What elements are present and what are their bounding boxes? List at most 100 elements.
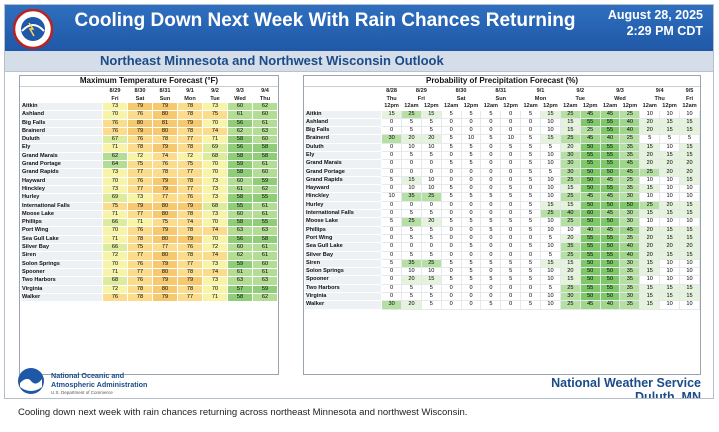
pop-value-cell: 50: [580, 143, 600, 151]
temp-value-cell: 70: [203, 169, 228, 177]
temp-value-cell: 58: [228, 293, 253, 301]
location-name: Duluth: [21, 136, 103, 144]
temp-value-cell: 61: [253, 202, 278, 210]
pop-value-cell: 20: [660, 168, 680, 176]
pop-period-cell: 12am: [560, 103, 580, 111]
pop-value-cell: 5: [421, 226, 441, 234]
location-name: Moose Lake: [305, 218, 382, 226]
location-name: Ely: [21, 144, 103, 152]
pop-value-cell: 0: [501, 118, 521, 126]
max-temp-table: 8/29 8/30 8/31 9/1 9/2 9/3 9/4 Fri Sat Sun Mon Tue W…: [20, 87, 278, 302]
page-title: Cooling Down Next Week With Rain Chances…: [65, 9, 585, 33]
temp-value-cell: 75: [203, 111, 228, 119]
pop-value-cell: 45: [580, 135, 600, 143]
temp-value-cell: 78: [178, 144, 203, 152]
table-row: Ely 0 5 5 0 5 0 0 5 10 30 55 55 35 20 15 15: [305, 151, 700, 159]
table-row: Walker 76 78 79 77 71 58 62: [21, 293, 278, 301]
pop-value-cell: 5: [481, 135, 501, 143]
temp-value-cell: 61: [253, 119, 278, 127]
temp-value-cell: 58: [253, 235, 278, 243]
pop-value-cell: 10: [660, 276, 680, 284]
pop-value-cell: 15: [640, 185, 660, 193]
temp-day-header: Fri Sat Sun Mon Tue Wed Thu: [21, 95, 278, 103]
temp-value-cell: 74: [153, 152, 178, 160]
table-row: Grand Marais 62 72 74 72 68 58 58: [21, 152, 278, 160]
pop-value-cell: 0: [461, 293, 481, 301]
pop-value-cell: 0: [441, 268, 461, 276]
location-name: Ashland: [21, 111, 103, 119]
pop-value-cell: 35: [620, 151, 640, 159]
pop-value-cell: 0: [521, 251, 541, 259]
temp-value-cell: 79: [178, 277, 203, 285]
temp-value-cell: 78: [178, 103, 203, 111]
location-name: Grand Marais: [21, 152, 103, 160]
temp-value-cell: 60: [228, 210, 253, 218]
pop-value-cell: 5: [501, 276, 521, 284]
pop-value-cell: 10: [541, 151, 561, 159]
pop-value-cell: 20: [640, 127, 660, 135]
table-row: Brainerd 76 79 80 78 74 62 63: [21, 127, 278, 135]
pop-value-cell: 5: [481, 276, 501, 284]
pop-date-header-cell: 9/5: [680, 88, 700, 96]
temp-day-header-cell: Sun: [153, 95, 178, 103]
pop-value-cell: 55: [580, 151, 600, 159]
pop-value-cell: 25: [620, 135, 640, 143]
temp-value-cell: 72: [103, 252, 128, 260]
temp-value-cell: 80: [153, 268, 178, 276]
location-name: Ashland: [305, 118, 382, 126]
pop-value-cell: 5: [481, 110, 501, 118]
table-row: Moose Lake 71 77 80 78 73 60 61: [21, 210, 278, 218]
pop-value-cell: 30: [620, 210, 640, 218]
pop-value-cell: 5: [441, 185, 461, 193]
temp-date-header-cell: 9/1: [178, 88, 203, 96]
temp-value-cell: 62: [253, 103, 278, 111]
pop-value-cell: 0: [441, 210, 461, 218]
temp-value-cell: 75: [103, 202, 128, 210]
temp-value-cell: 73: [203, 260, 228, 268]
pop-value-cell: 10: [541, 301, 561, 309]
table-row: Phillips 0 5 5 0 0 5 0 5 10 10 40 45 45 20 15 15: [305, 226, 700, 234]
pop-value-cell: 50: [600, 243, 620, 251]
pop-value-cell: 15: [680, 210, 700, 218]
pop-value-cell: 10: [541, 160, 561, 168]
pop-value-cell: 15: [680, 143, 700, 151]
temp-value-cell: 79: [153, 144, 178, 152]
pop-value-cell: 35: [620, 234, 640, 242]
temp-value-cell: 62: [253, 185, 278, 193]
temp-value-cell: 80: [153, 127, 178, 135]
table-row: Solon Springs 0 10 10 0 5 0 5 5 10 20 50 50 35 15 10 10: [305, 268, 700, 276]
temp-value-cell: 80: [153, 202, 178, 210]
pop-value-cell: 15: [560, 201, 580, 209]
pop-value-cell: 5: [521, 160, 541, 168]
pop-value-cell: 5: [521, 276, 541, 284]
pop-value-cell: 10: [660, 110, 680, 118]
pop-value-cell: 0: [441, 201, 461, 209]
pop-value-cell: 0: [501, 201, 521, 209]
pop-value-cell: 20: [660, 160, 680, 168]
temp-value-cell: 56: [228, 119, 253, 127]
pop-value-cell: 25: [560, 135, 580, 143]
temp-value-cell: 76: [178, 194, 203, 202]
temp-value-cell: 73: [203, 185, 228, 193]
pop-value-cell: 45: [580, 110, 600, 118]
pop-value-cell: 0: [382, 293, 402, 301]
pop-value-cell: 55: [580, 284, 600, 292]
pop-value-cell: 15: [421, 276, 441, 284]
pop-value-cell: 25: [620, 110, 640, 118]
table-row: Hinckley 10 35 25 5 5 5 5 5 10 25 45 45 30 10 10 10: [305, 193, 700, 201]
temp-value-cell: 70: [103, 227, 128, 235]
pop-value-cell: 55: [600, 151, 620, 159]
temp-value-cell: 57: [228, 285, 253, 293]
pop-value-cell: 0: [421, 168, 441, 176]
location-name: Phillips: [21, 219, 103, 227]
pop-value-cell: 0: [382, 160, 402, 168]
pop-value-cell: 10: [421, 185, 441, 193]
pop-value-cell: 25: [560, 110, 580, 118]
pop-value-cell: 5: [640, 135, 660, 143]
pop-value-cell: 35: [402, 259, 422, 267]
temp-day-header-cell: Thu: [253, 95, 278, 103]
table-row: Hinckley 73 77 79 77 73 61 62: [21, 185, 278, 193]
location-name: Two Harbors: [21, 277, 103, 285]
temp-value-cell: 62: [103, 152, 128, 160]
pop-value-cell: 50: [580, 293, 600, 301]
